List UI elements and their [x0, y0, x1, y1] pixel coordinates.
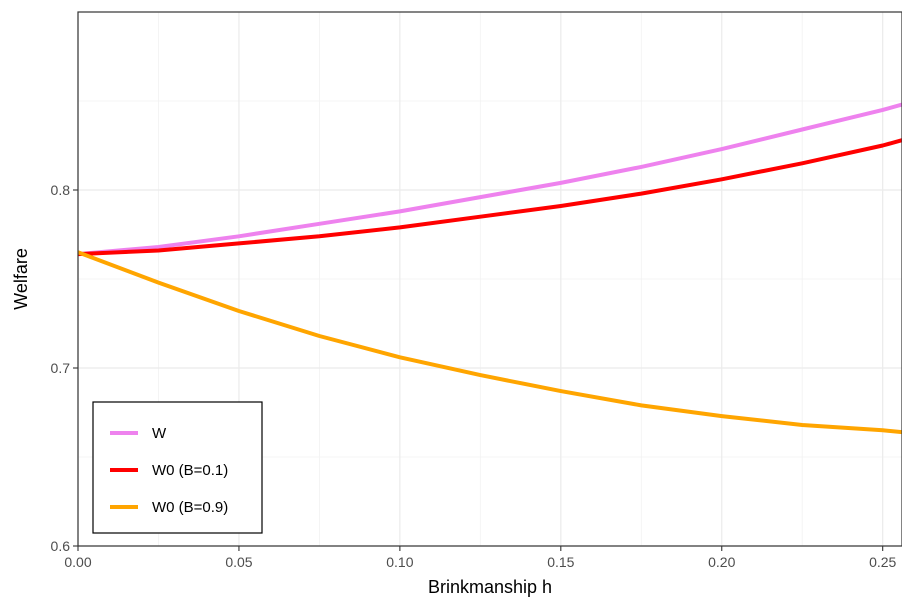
x-tick-label: 0.25 [869, 554, 896, 570]
legend-box [92, 401, 263, 534]
series-line-0 [77, 102, 902, 257]
series-lines [77, 102, 902, 435]
x-tick-label: 0.15 [547, 554, 574, 570]
series-line-2 [77, 250, 902, 435]
axis-ticks: 0.00 0.05 0.10 0.15 0.20 0.25 0.6 0.7 0.8 [51, 182, 897, 570]
legend-label-w0-b09: W0 (B=0.9) [152, 499, 228, 516]
legend: W W0 (B=0.1) W0 (B=0.9) [92, 401, 263, 534]
x-tick-label: 0.10 [386, 554, 413, 570]
x-tick-label: 0.00 [64, 554, 91, 570]
legend-label-w0-b01: W0 (B=0.1) [152, 462, 228, 479]
y-tick-label: 0.8 [51, 182, 71, 198]
y-axis-title: Welfare [11, 248, 31, 310]
x-axis-title: Brinkmanship h [428, 577, 552, 597]
legend-label-w: W [152, 425, 167, 442]
plot-border [77, 11, 902, 547]
y-tick-label: 0.7 [51, 360, 71, 376]
series-line-1 [77, 138, 902, 257]
x-tick-label: 0.05 [225, 554, 252, 570]
x-tick-label: 0.20 [708, 554, 735, 570]
y-tick-label: 0.6 [51, 538, 71, 554]
